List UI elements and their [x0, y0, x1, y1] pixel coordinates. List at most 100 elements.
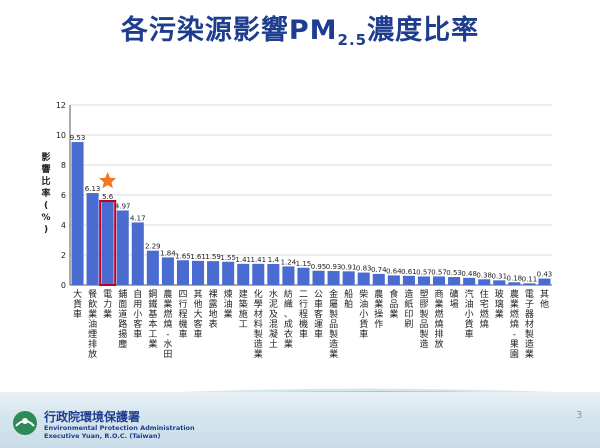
data-label: 0.95 — [311, 263, 327, 271]
category-label: 化學材料製造業 — [254, 288, 263, 360]
title-subscript: 2.5 — [337, 31, 368, 49]
title-main: 各污染源影響PM — [120, 15, 338, 46]
category-label: 其他 — [540, 289, 549, 310]
y-axis-label: 影響比率(%) — [41, 152, 50, 235]
bar — [357, 272, 370, 285]
data-label: 0.18 — [507, 274, 523, 282]
data-label: 1.55 — [220, 254, 236, 262]
bar — [463, 277, 476, 285]
data-label: 0.48 — [461, 270, 477, 278]
highlight-box — [99, 200, 117, 286]
bar — [146, 250, 159, 285]
data-label: 0.74 — [371, 266, 387, 274]
bar — [478, 279, 491, 285]
data-label: 0.64 — [386, 267, 402, 275]
org-name-en-line1: Environmental Protection Administration — [44, 424, 195, 432]
category-label: 建築施工 — [239, 288, 248, 330]
category-label: 電子器材製造業 — [525, 289, 534, 360]
category-label: 水泥及混凝土 — [269, 288, 278, 350]
bar — [252, 263, 265, 285]
org-name-zh: 行政院環境保護署 — [44, 410, 141, 424]
data-label: 0.53 — [446, 269, 462, 277]
category-label: 大貨車 — [73, 288, 82, 320]
bar — [237, 263, 250, 285]
category-label: 食品業 — [389, 288, 398, 320]
y-tick-label: 0 — [61, 281, 66, 290]
bar — [161, 257, 174, 285]
data-label: 1.65 — [175, 252, 191, 260]
bar — [342, 271, 355, 285]
data-label: 0.31 — [491, 272, 507, 280]
data-label: 0.91 — [341, 263, 357, 271]
bar — [282, 266, 295, 285]
data-label: 1.41 — [235, 256, 251, 264]
category-label: 柴油小貨車 — [359, 288, 368, 340]
bar — [176, 260, 189, 285]
data-label: 0.57 — [416, 268, 432, 276]
category-label: 船舶 — [344, 288, 353, 310]
category-label: 其他大客車 — [194, 289, 203, 340]
bar — [131, 222, 144, 285]
category-label: 自用小客車 — [133, 288, 142, 340]
data-label: 0.11 — [522, 275, 538, 283]
category-label: 鋼鐵基本工業 — [148, 288, 157, 350]
data-label: 2.29 — [145, 243, 161, 251]
bar — [222, 261, 235, 285]
page-number: 3 — [576, 410, 583, 421]
data-label: 4.17 — [130, 214, 146, 222]
bar — [538, 278, 551, 285]
category-label: 煉油業 — [224, 289, 233, 320]
grid-layer: 0 2 4 6 8 10 12 — [56, 101, 552, 290]
category-label: 電力業 — [103, 289, 112, 320]
bar — [523, 283, 536, 285]
data-label: 0.61 — [401, 268, 417, 276]
bar — [448, 277, 461, 285]
bar — [387, 275, 400, 285]
org-name-en-line2: Executive Yuan, R.O.C. (Taiwan) — [44, 432, 161, 440]
category-label: 裸露地表 — [209, 288, 218, 330]
data-label: 1.15 — [296, 260, 312, 268]
data-label: 1.59 — [205, 253, 221, 261]
data-label: 4.97 — [115, 202, 131, 210]
category-label: 汽油小貨車 — [465, 288, 474, 340]
y-tick-label: 6 — [61, 191, 66, 200]
bar — [312, 270, 325, 285]
data-label: 0.43 — [537, 271, 553, 279]
y-tick-label: 10 — [56, 131, 66, 140]
category-label: 紡織、成衣業 — [284, 288, 293, 350]
bar — [192, 260, 205, 285]
y-tick-label: 4 — [61, 221, 66, 230]
bar — [101, 201, 114, 285]
data-label: 0.57 — [431, 268, 447, 276]
bar — [372, 273, 385, 285]
category-label: 餐飲業油煙排放 — [88, 288, 97, 360]
bar — [71, 142, 84, 285]
data-label: 0.83 — [356, 265, 372, 273]
data-labels-layer: 9.536.135.64.974.172.291.84 1.65 1.61 1.59 1… — [70, 134, 553, 283]
category-label: 鋪面道路揚塵 — [118, 288, 127, 350]
data-label: 5.6 — [102, 193, 114, 201]
category-label: 四行程機車 — [178, 290, 187, 340]
bar — [402, 275, 415, 285]
data-label: 6.13 — [85, 185, 101, 193]
bar — [207, 261, 220, 285]
category-label: 農業燃燒-水田 — [163, 288, 172, 360]
data-label: 1.61 — [190, 253, 206, 261]
y-tick-label: 8 — [61, 161, 66, 170]
data-label: 1.84 — [160, 249, 176, 257]
category-label: 金屬製品製造業 — [329, 288, 338, 360]
footer-band — [0, 392, 600, 448]
bars-layer — [71, 142, 551, 286]
bar — [417, 276, 430, 285]
category-label: 造紙印刷 — [404, 288, 413, 330]
category-label: 玻璃業 — [495, 288, 504, 320]
title-end: 濃度比率 — [367, 15, 480, 46]
category-label: 公車客運車 — [314, 289, 323, 340]
category-label: 農業操作 — [374, 288, 383, 330]
data-label: 0.38 — [476, 271, 492, 279]
category-labels-layer: 大貨車餐飲業油煙排放電力業鋪面道路揚塵自用小客車鋼鐵基本工業農業燃燒-水田四行程… — [73, 288, 549, 360]
bar — [433, 276, 446, 285]
slide-title: 各污染源影響PM2.5濃度比率 — [0, 8, 600, 49]
y-tick-label: 2 — [61, 251, 66, 260]
